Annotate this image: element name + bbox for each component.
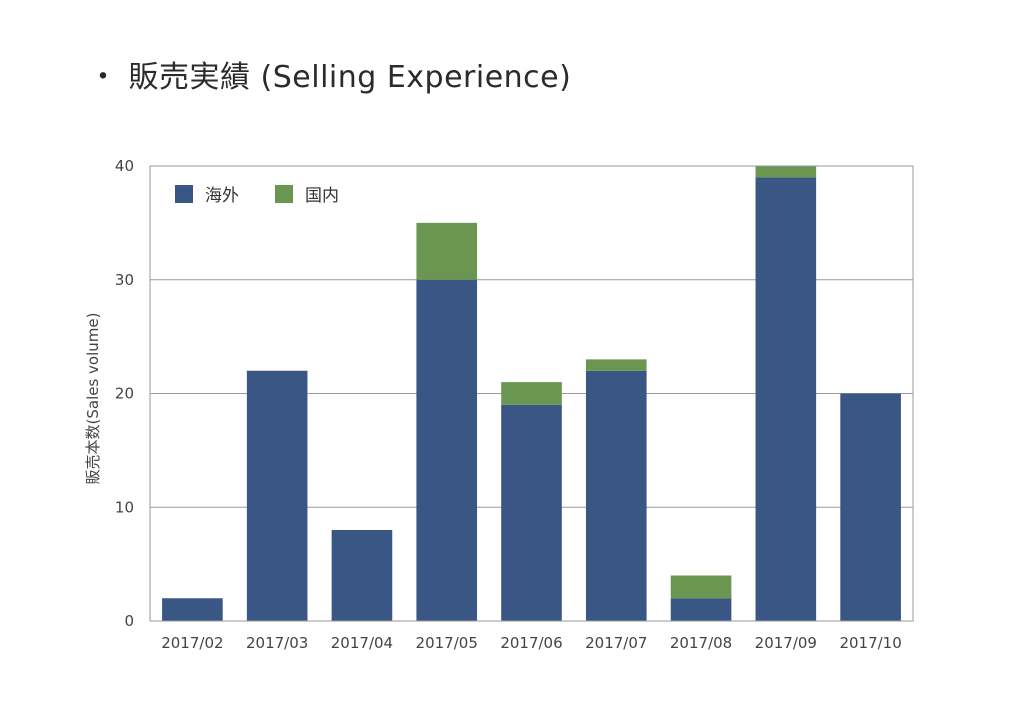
bars xyxy=(162,166,901,621)
x-tick-label: 2017/02 xyxy=(161,634,223,652)
y-tick-label: 0 xyxy=(124,612,134,630)
x-axis-ticks: 2017/02 2017/03 2017/04 2017/05 2017/06 2017/… xyxy=(161,634,902,652)
legend: 海外 国内 xyxy=(175,185,339,206)
bar-segment-domestic xyxy=(755,166,817,178)
legend-swatch xyxy=(175,185,193,203)
bar-segment-overseas xyxy=(840,393,901,621)
legend-swatch xyxy=(275,185,293,203)
y-tick-label: 20 xyxy=(115,385,134,403)
y-tick-label: 40 xyxy=(115,157,134,175)
plot-frame xyxy=(149,165,914,622)
bar-segment-domestic xyxy=(585,359,647,371)
legend-label: 国内 xyxy=(305,186,339,206)
y-tick-label: 10 xyxy=(115,498,134,516)
x-tick-label: 2017/06 xyxy=(500,634,562,652)
y-axis-ticks: 0 10 20 30 40 xyxy=(115,157,134,630)
x-tick-label: 2017/05 xyxy=(416,634,478,652)
title-text: 販売実績 (Selling Experience) xyxy=(128,60,572,95)
title-bullet: ・ xyxy=(88,60,119,95)
bar-segment-overseas xyxy=(162,598,223,621)
bar-segment-overseas xyxy=(246,370,308,621)
legend-label: 海外 xyxy=(205,186,239,206)
x-tick-label: 2017/10 xyxy=(839,634,901,652)
bar-segment-overseas xyxy=(501,404,562,621)
y-axis-label: 販売本数(Sales volume) xyxy=(84,313,102,485)
x-tick-label: 2017/04 xyxy=(331,634,393,652)
page-title: ・販売実績 (Selling Experience) xyxy=(88,52,571,96)
bar-segment-overseas xyxy=(416,279,478,621)
x-tick-label: 2017/03 xyxy=(246,634,308,652)
x-tick-label: 2017/09 xyxy=(755,634,817,652)
bar-segment-overseas xyxy=(331,530,393,621)
bar-segment-domestic xyxy=(501,382,562,405)
bar-segment-domestic xyxy=(416,222,478,280)
y-tick-label: 30 xyxy=(115,271,134,289)
bar-segment-overseas xyxy=(670,598,732,621)
x-tick-label: 2017/08 xyxy=(670,634,732,652)
bar-segment-domestic xyxy=(670,575,732,599)
bar-segment-overseas xyxy=(755,177,817,621)
bar-segment-overseas xyxy=(585,370,647,621)
x-tick-label: 2017/07 xyxy=(585,634,647,652)
